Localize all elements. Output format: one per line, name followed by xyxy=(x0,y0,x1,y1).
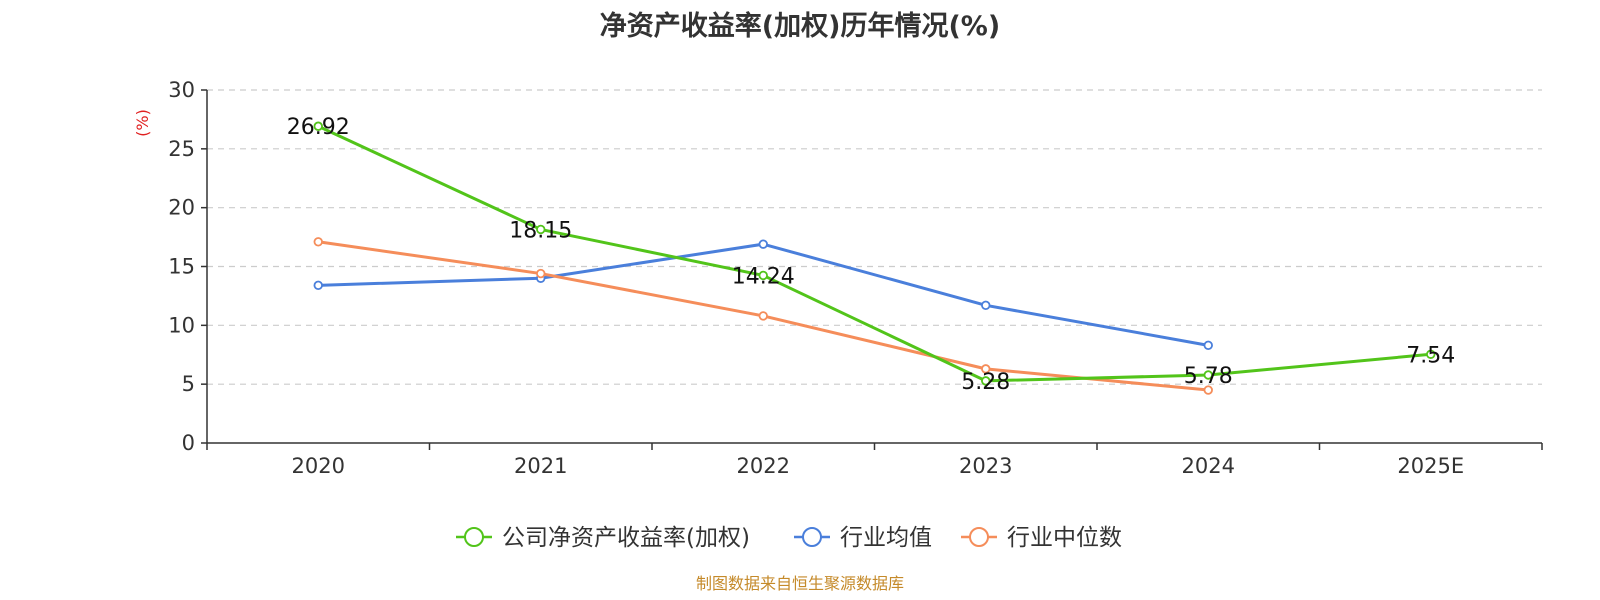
data-label: 5.78 xyxy=(1184,364,1233,389)
data-point xyxy=(536,268,546,279)
data-point xyxy=(758,311,768,321)
y-tick-label: 15 xyxy=(168,255,195,279)
source-note: 制图数据来自恒生聚源数据库 xyxy=(695,574,904,593)
x-tick-label: 2024 xyxy=(1182,454,1235,478)
data-point xyxy=(313,280,323,291)
label-layer: 0 5 10 15 20 25 30 2020 2021 2022 2023 2024 2025E 26.… xyxy=(168,78,1464,478)
y-tick-label: 25 xyxy=(168,137,195,161)
legend-label: 公司净资产收益率(加权) xyxy=(502,525,750,551)
legend-label: 行业中位数 xyxy=(1007,525,1122,551)
y-tick-label: 5 xyxy=(182,372,195,396)
x-tick-label: 2022 xyxy=(737,454,790,478)
data-point xyxy=(1426,349,1436,359)
data-point xyxy=(981,376,991,386)
data-point xyxy=(313,121,323,131)
y-axis-label: (%) xyxy=(133,109,152,137)
data-point xyxy=(758,239,768,249)
data-label: 26.92 xyxy=(287,115,350,140)
y-tick-label: 0 xyxy=(182,431,195,455)
x-tick-label: 2023 xyxy=(959,454,1012,478)
y-tick-label: 30 xyxy=(168,78,195,102)
x-tick-label: 2025E xyxy=(1397,454,1464,478)
data-label: 5.28 xyxy=(961,370,1010,395)
chart-title: 净资产收益率(加权)历年情况(%) xyxy=(599,11,1001,42)
axis-layer xyxy=(201,89,1543,450)
y-tick-label: 10 xyxy=(168,313,195,337)
legend-marker-icon xyxy=(464,527,484,547)
data-point xyxy=(981,300,991,311)
legend-item-1[interactable]: 行业均值 xyxy=(794,525,932,551)
x-tick-label: 2021 xyxy=(514,454,567,478)
data-point xyxy=(1203,340,1213,351)
data-point xyxy=(536,224,546,235)
data-point xyxy=(758,270,768,281)
data-point xyxy=(981,364,991,374)
legend-marker-icon xyxy=(969,527,989,547)
legend-item-2[interactable]: 行业中位数 xyxy=(961,525,1122,551)
grid-layer xyxy=(207,89,1542,385)
series-line-0 xyxy=(317,124,1431,383)
data-point xyxy=(1203,370,1213,380)
legend-label: 行业均值 xyxy=(840,525,932,551)
data-label: 18.15 xyxy=(509,218,572,243)
series-layer xyxy=(313,121,1436,395)
x-tick-label: 2020 xyxy=(292,454,345,478)
series-line-1 xyxy=(318,242,1209,347)
data-point xyxy=(1203,385,1213,395)
y-tick-label: 20 xyxy=(168,196,195,220)
legend-marker-icon xyxy=(802,527,822,547)
legend-item-0[interactable]: 公司净资产收益率(加权) xyxy=(456,525,750,551)
data-label: 7.54 xyxy=(1406,343,1455,368)
legend[interactable]: 公司净资产收益率(加权) 行业均值 行业中位数 xyxy=(456,525,1122,551)
data-label: 14.24 xyxy=(732,264,795,289)
data-point xyxy=(313,237,323,247)
